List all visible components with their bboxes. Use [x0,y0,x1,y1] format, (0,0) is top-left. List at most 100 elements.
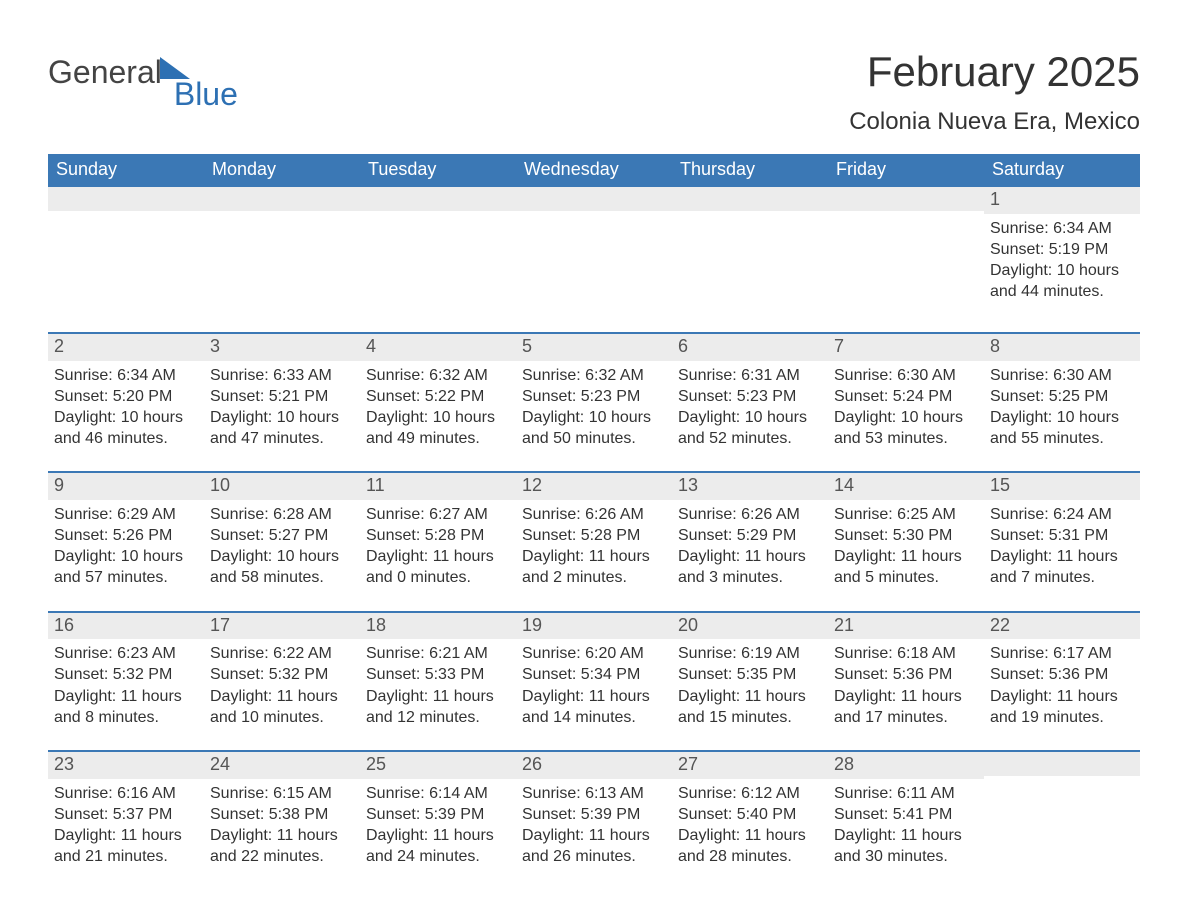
daylight-text: Daylight: 11 hours and 22 minutes. [210,825,354,867]
calendar-cell-blank [360,187,516,332]
daylight-text: Daylight: 11 hours and 10 minutes. [210,686,354,728]
calendar-cell: 28Sunrise: 6:11 AMSunset: 5:41 PMDayligh… [828,752,984,889]
weekday-header: Sunday [48,154,204,187]
day-number: 16 [48,613,204,640]
daylight-text: Daylight: 10 hours and 50 minutes. [522,407,666,449]
sunset-text: Sunset: 5:40 PM [678,804,822,825]
calendar-cell: 8Sunrise: 6:30 AMSunset: 5:25 PMDaylight… [984,334,1140,471]
day-number: 19 [516,613,672,640]
day-number: 17 [204,613,360,640]
daylight-text: Daylight: 11 hours and 0 minutes. [366,546,510,588]
calendar-cell: 1 Sunrise: 6:34 AMSunset: 5:19 PMDaylight… [984,187,1140,332]
sunrise-text: Sunrise: 6:24 AM [990,504,1134,525]
sunset-text: Sunset: 5:28 PM [366,525,510,546]
sunset-text: Sunset: 5:36 PM [834,664,978,685]
sunrise-text: Sunrise: 6:13 AM [522,783,666,804]
weekday-header: Tuesday [360,154,516,187]
calendar-cell: 15Sunrise: 6:24 AMSunset: 5:31 PMDayligh… [984,473,1140,610]
title-block: February 2025 Colonia Nueva Era, Mexico [849,48,1140,136]
daylight-text: Daylight: 11 hours and 28 minutes. [678,825,822,867]
sunrise-text: Sunrise: 6:23 AM [54,643,198,664]
sunset-text: Sunset: 5:26 PM [54,525,198,546]
week-row: 16Sunrise: 6:23 AMSunset: 5:32 PMDayligh… [48,611,1140,750]
sunset-text: Sunset: 5:19 PM [990,239,1134,260]
brand-word1: General [48,54,162,91]
calendar-cell: 23Sunrise: 6:16 AMSunset: 5:37 PMDayligh… [48,752,204,889]
sunrise-text: Sunrise: 6:14 AM [366,783,510,804]
sunset-text: Sunset: 5:39 PM [522,804,666,825]
day-number: 28 [828,752,984,779]
daylight-text: Daylight: 11 hours and 7 minutes. [990,546,1134,588]
calendar: SundayMondayTuesdayWednesdayThursdayFrid… [48,154,1140,889]
sunset-text: Sunset: 5:28 PM [522,525,666,546]
sunrise-text: Sunrise: 6:32 AM [366,365,510,386]
sunset-text: Sunset: 5:27 PM [210,525,354,546]
sunrise-text: Sunrise: 6:18 AM [834,643,978,664]
calendar-cell-blank [672,187,828,332]
day-number: 18 [360,613,516,640]
calendar-cell-blank [984,752,1140,889]
sunset-text: Sunset: 5:32 PM [210,664,354,685]
sunset-text: Sunset: 5:32 PM [54,664,198,685]
weekday-header: Friday [828,154,984,187]
sunset-text: Sunset: 5:34 PM [522,664,666,685]
calendar-cell: 22Sunrise: 6:17 AMSunset: 5:36 PMDayligh… [984,613,1140,750]
day-number: 8 [984,334,1140,361]
calendar-cell: 6Sunrise: 6:31 AMSunset: 5:23 PMDaylight… [672,334,828,471]
day-number: 27 [672,752,828,779]
weekday-header: Saturday [984,154,1140,187]
sunrise-text: Sunrise: 6:34 AM [990,218,1134,239]
day-number: 2 [48,334,204,361]
month-title: February 2025 [849,48,1140,96]
week-row: 2 Sunrise: 6:34 AMSunset: 5:20 PM Daylight… [48,332,1140,471]
calendar-cell: 21Sunrise: 6:18 AMSunset: 5:36 PMDayligh… [828,613,984,750]
sunrise-text: Sunrise: 6:26 AM [678,504,822,525]
calendar-cell: 24Sunrise: 6:15 AMSunset: 5:38 PMDayligh… [204,752,360,889]
week-row: 9Sunrise: 6:29 AMSunset: 5:26 PMDaylight… [48,471,1140,610]
brand-logo: General Blue [48,48,266,91]
calendar-cell: 5 Sunrise: 6:32 AMSunset: 5:23 PMDaylight… [516,334,672,471]
daylight-text: Daylight: 11 hours and 26 minutes. [522,825,666,867]
sunrise-text: Sunrise: 6:29 AM [54,504,198,525]
sunrise-text: Sunrise: 6:33 AM [210,365,354,386]
sunset-text: Sunset: 5:20 PM [54,386,198,407]
day-number: 4 [360,334,516,361]
day-number: 25 [360,752,516,779]
weekday-header: Monday [204,154,360,187]
sunset-text: Sunset: 5:31 PM [990,525,1134,546]
week-row: 23Sunrise: 6:16 AMSunset: 5:37 PMDayligh… [48,750,1140,889]
calendar-cell: 16 Sunrise: 6:23 AMSunset: 5:32 PMDayligh… [48,613,204,750]
sunrise-text: Sunrise: 6:34 AM [54,365,198,386]
calendar-cell: 18Sunrise: 6:21 AMSunset: 5:33 PMDayligh… [360,613,516,750]
sunset-text: Sunset: 5:41 PM [834,804,978,825]
brand-word2: Blue [174,76,238,113]
day-number: 6 [672,334,828,361]
daylight-text: Daylight: 10 hours and 52 minutes. [678,407,822,449]
calendar-cell-blank [48,187,204,332]
day-number: 10 [204,473,360,500]
daylight-text: Daylight: 11 hours and 8 minutes. [54,686,198,728]
sunset-text: Sunset: 5:23 PM [522,386,666,407]
day-number: 5 [516,334,672,361]
day-number: 21 [828,613,984,640]
sunrise-text: Sunrise: 6:27 AM [366,504,510,525]
sunset-text: Sunset: 5:35 PM [678,664,822,685]
calendar-cell: 10Sunrise: 6:28 AMSunset: 5:27 PMDayligh… [204,473,360,610]
sunrise-text: Sunrise: 6:11 AM [834,783,978,804]
daylight-text: Daylight: 10 hours and 55 minutes. [990,407,1134,449]
day-number [360,187,516,211]
day-number: 7 [828,334,984,361]
day-number [984,752,1140,776]
daylight-text: Daylight: 10 hours and 53 minutes. [834,407,978,449]
daylight-text: Daylight: 10 hours and 44 minutes. [990,260,1134,302]
calendar-cell: 17Sunrise: 6:22 AMSunset: 5:32 PMDayligh… [204,613,360,750]
calendar-cell: 19Sunrise: 6:20 AMSunset: 5:34 PMDayligh… [516,613,672,750]
day-number [516,187,672,211]
day-number: 1 [984,187,1140,214]
sunrise-text: Sunrise: 6:28 AM [210,504,354,525]
sunrise-text: Sunrise: 6:32 AM [522,365,666,386]
sunrise-text: Sunrise: 6:31 AM [678,365,822,386]
day-number [672,187,828,211]
day-number: 14 [828,473,984,500]
day-number [48,187,204,211]
